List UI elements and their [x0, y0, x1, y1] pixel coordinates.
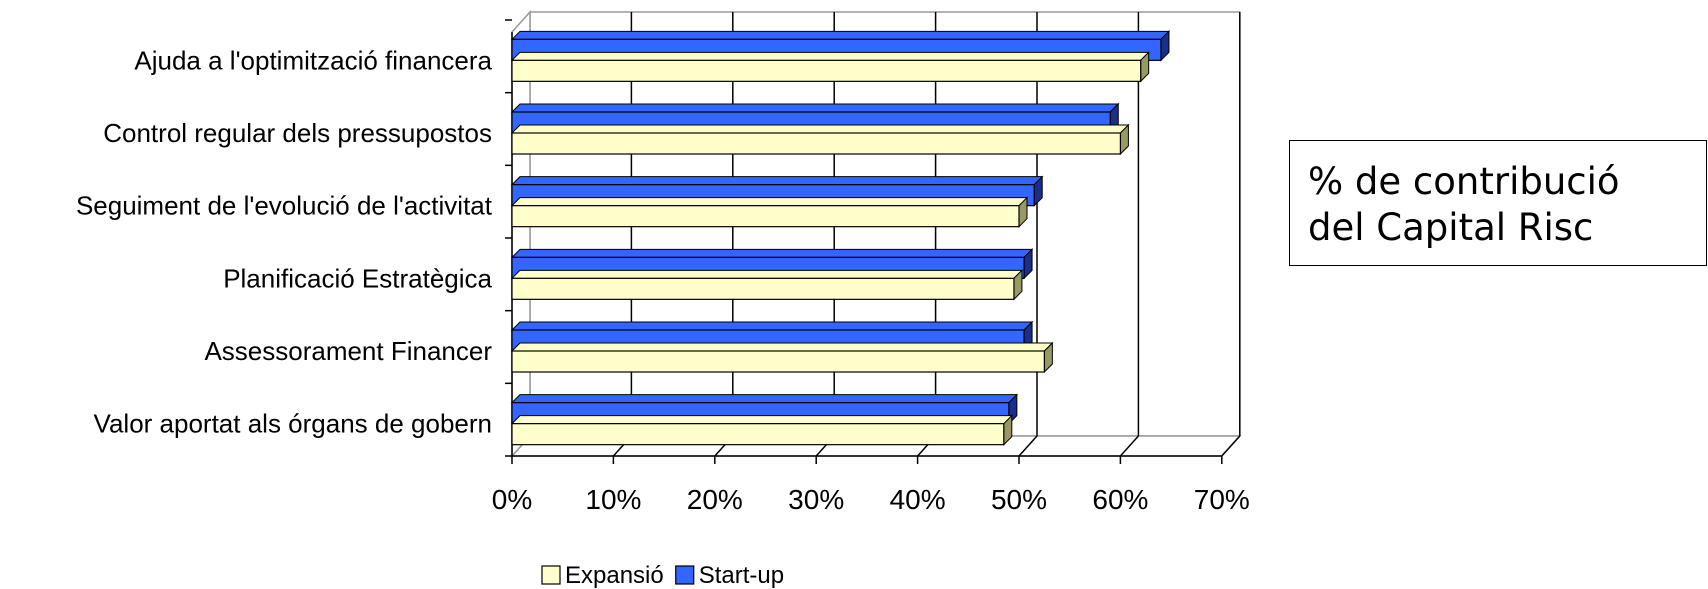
bar-expansio: [510, 123, 1130, 156]
annotation-line-1: % de contribució: [1308, 160, 1620, 203]
legend-label: Expansió: [565, 562, 664, 589]
x-tick-label: 0%: [492, 484, 532, 515]
category-label: Ajuda a l'optimització financera: [134, 45, 492, 75]
category-label: Seguiment de l'evolució de l'activitat: [76, 191, 493, 221]
bar-top-face: [510, 124, 1130, 134]
category-labels: Ajuda a l'optimització financera Control …: [76, 45, 493, 438]
annotation-line-2: del Capital Risc: [1308, 206, 1594, 249]
x-tick-label: 10%: [585, 484, 641, 515]
bar-top-face: [510, 248, 1034, 258]
bar-top-face: [510, 415, 1013, 425]
bar-expansio: [510, 414, 1013, 446]
category-label: Valor aportat als órgans de gobern: [94, 409, 492, 439]
bar-front-face: [511, 423, 1005, 446]
floor-gridline: [1221, 435, 1241, 457]
bar-front-face: [511, 205, 1020, 228]
bar-top-face: [510, 269, 1024, 279]
category-label: Assessorament Financer: [204, 336, 492, 366]
floor-gridline: [1018, 435, 1038, 457]
x-tick-label: 20%: [687, 484, 743, 515]
bars: [510, 30, 1171, 446]
annotation-box: % de contribució del Capital Risc: [1289, 140, 1707, 266]
x-tick-labels: 0% 10% 20% 30% 40% 50% 60% 70%: [492, 484, 1250, 515]
bar-top-face: [510, 176, 1044, 186]
bar-expansio: [510, 196, 1029, 228]
legend-swatch: [675, 565, 695, 585]
x-tick-label: 30%: [788, 484, 844, 515]
bar-front-face: [511, 350, 1045, 373]
bar-expansio: [510, 341, 1054, 374]
bar-top-face: [510, 342, 1054, 352]
bar-front-face: [511, 59, 1142, 82]
category-label: Control regular dels pressupostos: [103, 118, 492, 148]
x-tick-label: 50%: [991, 484, 1047, 515]
bar-front-face: [511, 277, 1015, 300]
legend-label: Start-up: [699, 562, 784, 589]
bar-top-face: [510, 197, 1029, 207]
bar-front-face: [511, 132, 1122, 155]
x-tick-label: 70%: [1194, 484, 1250, 515]
bar-expansio: [510, 269, 1024, 301]
y-axis-ticks: [505, 19, 512, 457]
floor-gridline: [1119, 435, 1139, 457]
category-label: Planificació Estratègica: [223, 263, 492, 293]
legend: Expansió Start-up: [541, 562, 784, 589]
bar-expansio: [510, 51, 1150, 83]
bar-top-face: [510, 51, 1150, 61]
bar-top-face: [510, 103, 1120, 113]
x-tick-label: 40%: [890, 484, 946, 515]
bar-top-face: [510, 321, 1034, 331]
x-tick-label: 60%: [1092, 484, 1148, 515]
bar-top-face: [510, 30, 1171, 40]
bar-top-face: [510, 394, 1019, 404]
legend-swatch: [541, 565, 561, 585]
